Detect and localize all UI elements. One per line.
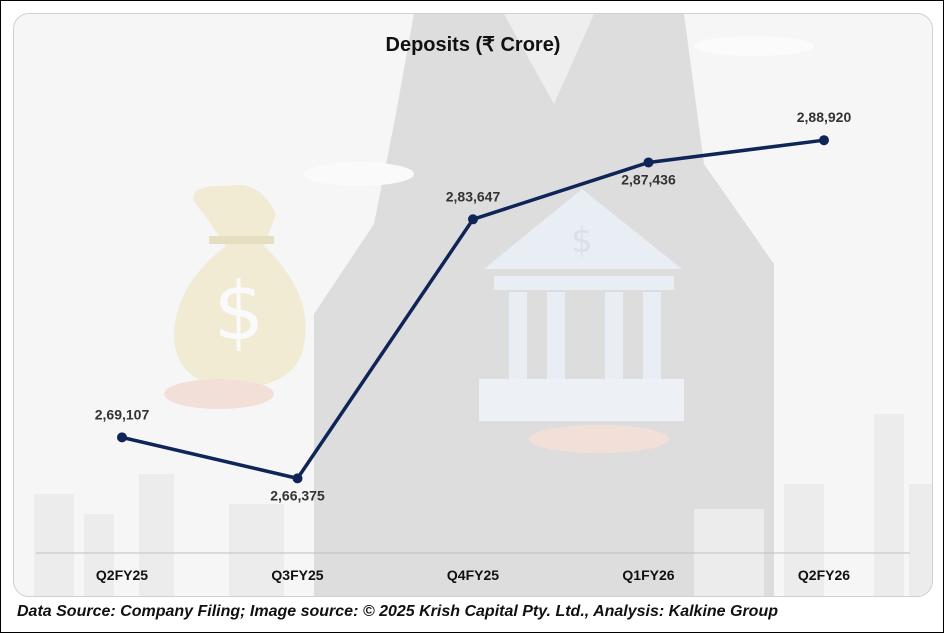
data-point bbox=[819, 135, 829, 146]
cloud-shape bbox=[694, 36, 814, 56]
svg-text:$: $ bbox=[571, 221, 593, 261]
chart-card: $ $ bbox=[13, 13, 933, 597]
data-label: 2,83,647 bbox=[446, 188, 501, 204]
data-point bbox=[117, 432, 127, 443]
x-tick-labels: Q2FY25 Q3FY25 Q4FY25 Q1FY26 Q2FY26 bbox=[96, 567, 850, 583]
chart-title: Deposits (₹ Crore) bbox=[386, 34, 561, 56]
cloud-shape bbox=[304, 162, 414, 186]
money-bag-icon: $ bbox=[174, 184, 306, 389]
x-tick-label: Q2FY25 bbox=[96, 567, 148, 583]
hand-shape bbox=[164, 379, 274, 409]
data-label: 2,87,436 bbox=[621, 171, 676, 187]
x-tick-label: Q2FY26 bbox=[798, 567, 850, 583]
bank-building-icon: $ bbox=[479, 189, 684, 421]
data-label: 2,88,920 bbox=[797, 109, 852, 125]
city-skyline bbox=[34, 414, 932, 596]
data-point bbox=[468, 214, 478, 225]
x-tick-label: Q3FY25 bbox=[271, 567, 323, 583]
data-points bbox=[117, 135, 829, 484]
data-label: 2,69,107 bbox=[95, 406, 150, 422]
data-label: 2,66,375 bbox=[270, 487, 325, 503]
hand-shape bbox=[529, 425, 669, 453]
shirt-collar bbox=[504, 14, 594, 104]
businessman-silhouette bbox=[314, 14, 774, 596]
data-point bbox=[292, 473, 303, 484]
deposits-line-chart: $ $ bbox=[34, 14, 932, 596]
x-tick-label: Q1FY26 bbox=[622, 567, 674, 583]
svg-text:$: $ bbox=[214, 265, 265, 358]
source-footnote: Data Source: Company Filing; Image sourc… bbox=[17, 603, 778, 620]
x-tick-label: Q4FY25 bbox=[447, 567, 499, 583]
data-point bbox=[643, 157, 654, 168]
data-labels: 2,69,107 2,66,375 2,83,647 2,87,436 2,88,920 bbox=[95, 109, 852, 503]
background-illustration: $ $ bbox=[34, 14, 932, 596]
